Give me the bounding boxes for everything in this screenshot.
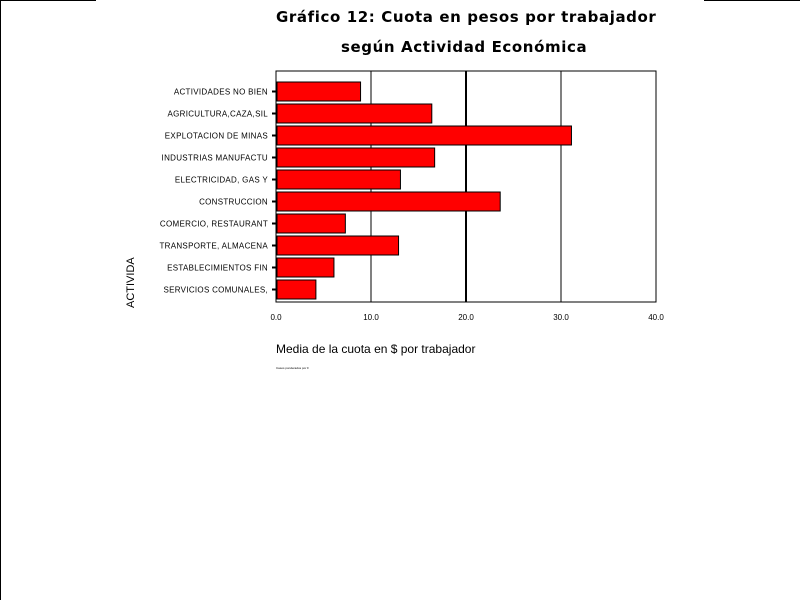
plot-area-frame <box>275 70 657 303</box>
category-label: COMERCIO, RESTAURANT <box>160 220 268 229</box>
category-label: SERVICIOS COMUNALES, <box>163 286 268 295</box>
category-label: CONSTRUCCION <box>199 198 268 207</box>
bar <box>276 279 317 300</box>
x-tick-label: 40.0 <box>648 313 664 322</box>
chart-title-area: Gráfico 12: Cuota en pesos por trabajado… <box>276 6 680 62</box>
bar <box>276 147 436 168</box>
x-tick-labels: 0.0 10.0 20.0 30.0 40.0 <box>270 313 664 322</box>
x-tick-label: 10.0 <box>363 313 379 322</box>
x-tick-label: 30.0 <box>553 313 569 322</box>
frame-left-border <box>0 0 1 600</box>
category-label: EXPLOTACION DE MINAS <box>165 132 268 141</box>
bar <box>276 235 400 256</box>
category-label: AGRICULTURA,CAZA,SIL <box>167 110 268 119</box>
category-label: INDUSTRIAS MANUFACTU <box>162 154 268 163</box>
x-axis-label: Media de la cuota en $ por trabajador <box>276 342 475 356</box>
bar <box>276 191 501 212</box>
bar <box>276 169 401 190</box>
bar <box>276 257 335 278</box>
frame-top-border <box>0 0 96 1</box>
bar <box>276 125 572 146</box>
x-tick-label: 20.0 <box>458 313 474 322</box>
category-label: ELECTRICIDAD, GAS Y <box>175 176 268 185</box>
category-label: TRANSPORTE, ALMACENA <box>159 242 268 251</box>
category-labels: ACTIVIDADES NO BIEN AGRICULTURA,CAZA,SIL E… <box>159 88 276 295</box>
category-label: ESTABLECIMIENTOS FIN <box>167 264 268 273</box>
bar <box>276 103 433 124</box>
chart-subtitle: según Actividad Económica <box>341 38 588 56</box>
bar <box>276 81 362 102</box>
chart-title: Gráfico 12: Cuota en pesos por trabajado… <box>276 8 657 26</box>
footnote: Casos ponderados por F <box>276 366 310 370</box>
category-label: ACTIVIDADES NO BIEN <box>174 88 268 97</box>
bars-layer <box>276 81 572 300</box>
y-axis-label: ACTIVIDA <box>125 257 137 308</box>
x-tick-label: 0.0 <box>270 313 282 322</box>
frame-top-border <box>704 0 800 1</box>
bar <box>276 213 346 234</box>
